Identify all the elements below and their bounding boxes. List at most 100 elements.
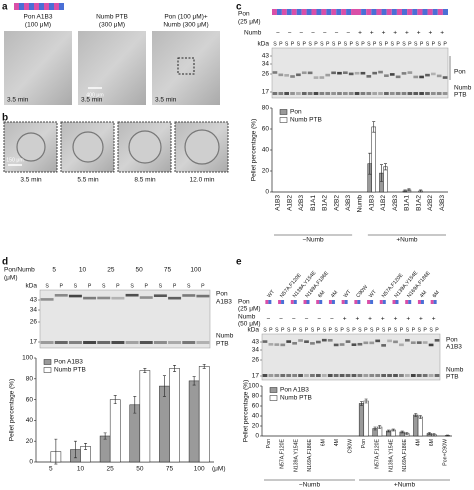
- construct-strip: [286, 9, 292, 15]
- x-tick-label: N57A,F120E: [280, 438, 286, 468]
- y-tick-label: 60: [26, 396, 34, 403]
- kda-label: 34: [30, 307, 38, 314]
- micrograph: [78, 31, 146, 105]
- x-tick-label: 4M: [415, 439, 421, 446]
- construct-strip: [272, 9, 277, 15]
- x-tick-label: A2B2: [427, 195, 434, 211]
- construct-strip: [276, 9, 282, 15]
- lane-label: S: [379, 41, 383, 47]
- x-tick-label: N169A,F186E: [307, 438, 313, 471]
- error-bar: [372, 121, 376, 133]
- gel-band: [268, 343, 274, 346]
- gel-band: [301, 71, 307, 75]
- gel-band: [366, 75, 372, 78]
- lane-label: P: [293, 327, 297, 333]
- condition-name: Pon (100 μM)+: [164, 14, 208, 21]
- concentration: 50: [136, 267, 144, 274]
- lane-label: P: [364, 327, 368, 333]
- error-bar: [419, 189, 423, 193]
- x-tick-label: A2B2: [333, 195, 340, 211]
- construct-strip: [402, 9, 408, 15]
- y-tick-label: 0: [255, 433, 259, 440]
- gel-band: [369, 374, 375, 377]
- construct-strip: [357, 300, 361, 304]
- construct-strip: [417, 9, 423, 15]
- y-axis-title: Pellet percentage (%): [251, 119, 258, 182]
- construct-strip: [420, 300, 424, 304]
- bar: [417, 416, 423, 437]
- construct-strip: [408, 300, 412, 304]
- error-bar: [54, 438, 58, 465]
- kda-label: 17: [252, 373, 260, 380]
- gel-band: [428, 374, 434, 377]
- lane-label: P: [338, 41, 342, 47]
- gel-band: [416, 341, 422, 344]
- lane-label: S: [402, 41, 406, 47]
- numb-sign: +: [406, 316, 410, 323]
- numb-label: Numb: [238, 314, 256, 321]
- lane-label: S: [367, 41, 371, 47]
- kda-title: kDa: [25, 283, 37, 290]
- construct-strip: [301, 9, 307, 15]
- gel-band: [304, 340, 309, 343]
- x-tick-label: 100: [194, 466, 205, 473]
- construct-strip: [395, 300, 399, 304]
- error-bar: [202, 363, 206, 369]
- concentration: 25: [107, 267, 115, 274]
- construct-strip: [432, 9, 438, 15]
- lane-label: S: [320, 41, 324, 47]
- bar: [413, 414, 419, 437]
- side-label: Pon: [454, 69, 466, 76]
- gel-band: [97, 341, 111, 344]
- construct-strip: [44, 3, 49, 10]
- legend-swatch: [279, 109, 288, 115]
- gel-band: [40, 298, 54, 301]
- variant-label: WT: [368, 288, 378, 299]
- panel-label: e: [236, 257, 242, 268]
- numb-label: Numb: [244, 30, 262, 37]
- construct-strip: [386, 9, 392, 15]
- gel-band: [375, 339, 381, 343]
- x-tick-label: N57A,F120E: [375, 438, 381, 468]
- numb-sign: +: [343, 316, 347, 323]
- variant-label: 4M: [419, 290, 428, 299]
- error-bar: [373, 426, 377, 431]
- y-tick-label: 20: [262, 168, 270, 175]
- lane-label: P: [420, 41, 424, 47]
- error-bar: [379, 164, 383, 182]
- lane-label: S: [391, 41, 395, 47]
- time-label: 5.5 min: [77, 177, 99, 184]
- gel-band: [307, 71, 313, 75]
- lane-label: P: [281, 327, 285, 333]
- pon-conc: (25 μM): [238, 19, 261, 26]
- error-bar: [403, 189, 407, 193]
- condition-conc: (100 μM): [25, 22, 51, 29]
- construct-strip: [379, 300, 383, 304]
- lane-label: P: [388, 327, 392, 333]
- legend-swatch: [279, 117, 288, 123]
- construct-strip: [306, 9, 312, 15]
- construct-strip: [54, 3, 59, 10]
- error-bar: [414, 413, 418, 417]
- x-tick-label: Pon+C90W: [443, 439, 449, 466]
- lane-label: P: [88, 283, 92, 289]
- numb-sign: −: [299, 30, 303, 37]
- droplet: [16, 132, 46, 162]
- construct-strip: [341, 9, 347, 15]
- lane-label: P: [376, 327, 380, 333]
- gel-band: [407, 92, 413, 95]
- construct-strip: [326, 9, 332, 15]
- x-tick-label: B1A1: [310, 195, 317, 211]
- gel-band: [434, 339, 440, 342]
- error-bar: [133, 396, 137, 414]
- error-bar: [427, 432, 431, 435]
- x-tick-label: N169A,F186E: [402, 438, 408, 471]
- gel-band: [381, 344, 386, 347]
- construct-strip: [356, 9, 362, 15]
- construct-strip: [14, 3, 19, 10]
- construct-strip: [293, 300, 297, 304]
- lane-label: S: [187, 283, 191, 289]
- gel-band: [286, 374, 292, 377]
- gel-band: [337, 71, 342, 75]
- numb-sign: +: [440, 30, 444, 37]
